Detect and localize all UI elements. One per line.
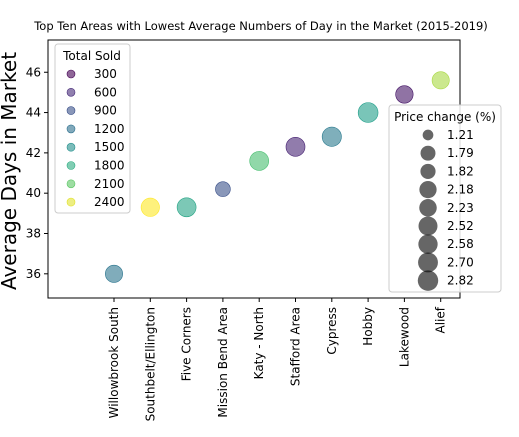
legend-entry-label: 1800 bbox=[94, 159, 125, 173]
y-axis: 36 38 40 42 44 46 bbox=[26, 65, 48, 281]
legend-marker bbox=[418, 252, 438, 273]
data-point bbox=[321, 126, 342, 147]
legend-entry-label: 1200 bbox=[94, 122, 125, 136]
legend-entry-label: 2.23 bbox=[447, 201, 474, 215]
x-tick-label: Five Corners bbox=[180, 307, 194, 381]
x-tick-label: Willowbrook South bbox=[107, 307, 121, 418]
legend-entry-label: 1.82 bbox=[447, 164, 474, 178]
legend-marker bbox=[66, 69, 76, 79]
legend-entry-label: 1.21 bbox=[447, 128, 474, 142]
legend-entry-label: 2.58 bbox=[447, 237, 474, 251]
legend-marker bbox=[419, 199, 437, 217]
data-point bbox=[176, 197, 197, 218]
legend-marker bbox=[66, 161, 76, 170]
legend-entry-label: 2.82 bbox=[447, 274, 474, 288]
legend-entry-label: 300 bbox=[94, 67, 117, 81]
y-tick-label: 40 bbox=[26, 186, 41, 200]
data-point bbox=[105, 264, 123, 283]
legend-entry-label: 2.52 bbox=[447, 219, 474, 233]
x-tick-label: Alief bbox=[434, 306, 448, 333]
legend-entry-label: 2100 bbox=[94, 177, 125, 191]
data-point bbox=[285, 137, 306, 157]
x-tick-label: Mission Bend Area bbox=[216, 307, 230, 418]
legend-marker bbox=[418, 234, 438, 254]
legend-frame bbox=[54, 43, 131, 214]
x-tick-label: Katy - North bbox=[252, 307, 266, 379]
data-points bbox=[105, 71, 450, 283]
legend-title: Total Sold bbox=[62, 49, 121, 63]
legend-entry-label: 1.79 bbox=[447, 146, 474, 160]
chart-title: Top Ten Areas with Lowest Average Number… bbox=[33, 19, 488, 33]
data-point bbox=[249, 151, 269, 171]
x-tick-label: Lakewood bbox=[397, 307, 411, 367]
total-sold-legend: Total Sold 300 600 900 1200 1500 1800 2100 2400 bbox=[54, 43, 131, 214]
legend-marker bbox=[422, 129, 434, 141]
legend-marker bbox=[66, 88, 76, 97]
y-tick-label: 36 bbox=[26, 267, 41, 281]
legend-marker bbox=[419, 180, 437, 199]
x-tick-label: Stafford Area bbox=[289, 307, 303, 386]
legend-entry-label: 2.70 bbox=[447, 255, 474, 269]
x-tick-label: Cypress bbox=[325, 307, 339, 355]
y-tick-label: 44 bbox=[26, 106, 41, 120]
legend-entry-label: 2.18 bbox=[447, 183, 474, 197]
legend-marker bbox=[66, 197, 76, 207]
legend-marker bbox=[417, 270, 439, 291]
legend-marker bbox=[418, 216, 438, 236]
data-point bbox=[395, 85, 414, 104]
legend-marker bbox=[66, 124, 76, 134]
price-change-legend: Price change (%) 1.21 1.79 1.82 2.18 2.23 2.52… bbox=[388, 104, 502, 293]
y-tick-label: 46 bbox=[26, 65, 41, 79]
data-point bbox=[357, 102, 379, 123]
x-tick-label: Hobby bbox=[361, 307, 375, 346]
y-tick-label: 38 bbox=[26, 227, 41, 241]
legend-entry-label: 600 bbox=[94, 85, 117, 99]
legend-marker bbox=[420, 163, 436, 179]
x-tick-label: Southbelt/Ellington bbox=[143, 307, 157, 421]
legend-title: Price change (%) bbox=[394, 110, 496, 124]
x-axis: Willowbrook South Southbelt/Ellington Five… bbox=[107, 298, 448, 421]
data-point bbox=[431, 71, 450, 90]
data-point bbox=[215, 181, 231, 197]
legend-entry-label: 1500 bbox=[94, 140, 125, 154]
legend-entry-label: 900 bbox=[94, 104, 117, 118]
legend-marker bbox=[420, 145, 436, 161]
legend-marker bbox=[66, 142, 76, 152]
data-point bbox=[140, 197, 160, 217]
y-tick-label: 42 bbox=[26, 146, 41, 160]
legend-frame bbox=[388, 104, 502, 293]
y-axis-label: Average Days in Market bbox=[0, 52, 21, 290]
legend-entry-label: 2400 bbox=[94, 195, 125, 209]
legend-marker bbox=[66, 106, 76, 115]
legend-marker bbox=[66, 179, 76, 189]
